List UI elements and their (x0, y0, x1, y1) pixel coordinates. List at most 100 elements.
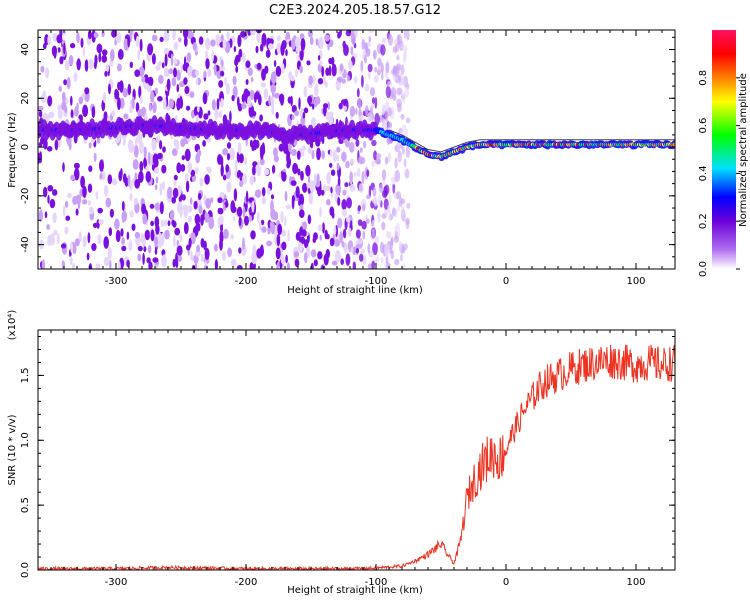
noise-speck (319, 206, 322, 218)
noise-speck (356, 238, 363, 245)
noise-speck (173, 67, 177, 78)
noise-speck (349, 171, 354, 183)
noise-speck (164, 53, 168, 67)
noise-speck (135, 137, 138, 148)
noise-speck (384, 156, 389, 165)
noise-speck (232, 216, 236, 222)
noise-speck (373, 196, 378, 207)
noise-speck (308, 192, 314, 205)
noise-speck (207, 167, 212, 174)
noise-speck (372, 242, 378, 256)
noise-speck (179, 81, 185, 88)
noise-speck (371, 139, 377, 147)
noise-speck (197, 149, 202, 157)
y-tick-label: 0 (20, 144, 31, 150)
noise-speck (328, 65, 332, 77)
noise-speck (129, 30, 133, 37)
noise-speck (137, 253, 142, 262)
noise-speck (346, 75, 350, 82)
noise-speck (237, 34, 242, 48)
noise-speck (345, 30, 352, 37)
noise-speck (231, 94, 235, 102)
noise-speck (403, 30, 407, 39)
noise-speck (58, 85, 62, 92)
noise-speck (88, 206, 94, 215)
noise-speck (317, 251, 323, 260)
x-tick-label: -300 (105, 276, 128, 287)
x-tick-label: -200 (235, 577, 258, 588)
noise-speck (123, 136, 126, 146)
noise-speck (220, 59, 224, 68)
noise-speck (287, 229, 290, 242)
noise-speck (91, 106, 96, 119)
noise-speck (233, 46, 237, 53)
y-tick-label: 0.5 (20, 497, 31, 513)
noise-speck (390, 237, 394, 250)
noise-speck (101, 30, 105, 38)
noise-speck (70, 109, 74, 118)
noise-speck (86, 252, 90, 261)
noise-speck (80, 37, 84, 48)
noise-speck (147, 43, 154, 56)
noise-speck (290, 149, 297, 156)
noise-speck (155, 65, 161, 71)
noise-speck (296, 150, 301, 160)
colorbar-tick-label: 0.0 (698, 261, 709, 277)
noise-speck (320, 189, 325, 196)
noise-speck (205, 198, 212, 209)
noise-speck (152, 101, 157, 114)
noise-speck (401, 204, 405, 216)
noise-speck (406, 30, 410, 41)
noise-speck (174, 227, 181, 236)
noise-speck (222, 39, 227, 50)
noise-speck (280, 258, 286, 264)
noise-speck (145, 171, 152, 183)
noise-speck (139, 140, 144, 154)
noise-speck (317, 63, 323, 73)
noise-speck (164, 47, 169, 56)
noise-speck (82, 104, 89, 117)
noise-speck (137, 245, 143, 252)
noise-speck (197, 192, 202, 201)
noise-speck (302, 112, 306, 119)
noise-speck (202, 140, 207, 147)
noise-speck (105, 64, 110, 73)
noise-speck (295, 46, 302, 52)
noise-speck (111, 30, 117, 38)
noise-speck (47, 194, 50, 204)
noise-speck (286, 262, 290, 269)
noise-speck (302, 221, 307, 231)
noise-speck (385, 85, 391, 99)
noise-speck (329, 149, 333, 158)
noise-speck (331, 63, 337, 77)
noise-speck (349, 141, 355, 153)
noise-speck (161, 219, 164, 228)
noise-speck (321, 150, 325, 160)
noise-speck (163, 30, 170, 42)
noise-speck (173, 41, 179, 51)
noise-speck (194, 213, 201, 225)
noise-speck (216, 98, 220, 110)
noise-speck (215, 34, 221, 47)
noise-speck (317, 78, 324, 85)
noise-speck (91, 243, 97, 252)
noise-speck (334, 239, 340, 247)
noise-speck (222, 148, 229, 156)
noise-speck (391, 105, 394, 115)
noise-speck (284, 216, 287, 227)
noise-speck (297, 242, 303, 253)
noise-speck (200, 214, 204, 226)
noise-speck (238, 48, 243, 58)
snr-frame (37, 329, 676, 571)
noise-speck (250, 30, 256, 36)
noise-speck (338, 138, 344, 144)
noise-speck (184, 148, 191, 162)
noise-speck (220, 70, 225, 77)
noise-speck (332, 149, 337, 162)
noise-speck (172, 187, 179, 199)
noise-speck (315, 38, 319, 46)
noise-speck (355, 229, 361, 239)
noise-speck (374, 66, 378, 73)
noise-speck (251, 251, 258, 265)
noise-speck (195, 69, 200, 77)
